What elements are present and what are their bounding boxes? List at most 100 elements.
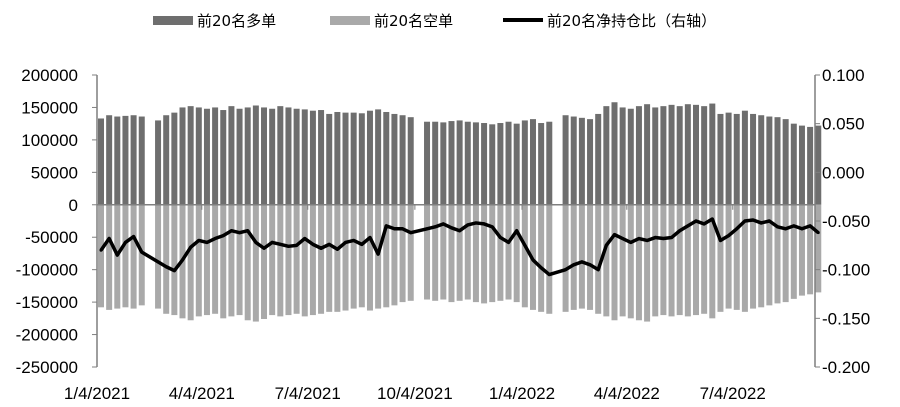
long-bar	[611, 102, 618, 205]
long-bar	[758, 115, 765, 205]
long-bar	[798, 125, 805, 205]
short-bar	[676, 204, 683, 316]
short-bar	[815, 204, 822, 293]
ratio-point	[262, 246, 266, 250]
short-bar	[807, 204, 814, 295]
long-bar	[407, 117, 414, 205]
ratio-point	[156, 260, 160, 264]
short-bar	[171, 204, 178, 316]
ratio-point	[376, 252, 380, 256]
ratio-point	[189, 245, 193, 249]
ratio-point	[515, 229, 519, 233]
legend-item-ratio: 前20名净持仓比（右轴）	[503, 8, 716, 32]
short-bar	[383, 204, 390, 308]
long-bar	[701, 106, 708, 205]
ratio-point	[767, 219, 771, 223]
ratio-point	[140, 250, 144, 254]
ratio-point	[808, 224, 812, 228]
short-bar	[774, 204, 781, 304]
ratio-point	[425, 227, 429, 231]
ratio-point	[678, 229, 682, 233]
ratio-point	[384, 224, 388, 228]
short-bar	[481, 204, 488, 304]
long-bar	[570, 116, 577, 205]
long-bar	[481, 123, 488, 205]
short-bar	[635, 204, 642, 321]
ratio-point	[238, 231, 242, 235]
x-tick-label: 7/4/2022	[700, 384, 766, 403]
ratio-point	[710, 217, 714, 221]
long-bar	[212, 107, 219, 205]
ratio-point	[547, 273, 551, 277]
short-bar	[505, 204, 512, 300]
short-bar	[448, 204, 455, 303]
short-bar	[285, 204, 292, 316]
ratio-point	[303, 237, 307, 241]
ratio-point	[107, 237, 111, 241]
ratio-point	[319, 246, 323, 250]
long-bar	[334, 111, 341, 205]
right-tick-label: 0.000	[822, 163, 865, 182]
ratio-point	[629, 240, 633, 244]
ratio-point	[694, 219, 698, 223]
long-bar	[350, 112, 357, 205]
short-bar	[342, 204, 349, 311]
short-bar	[464, 204, 471, 300]
short-bar	[407, 204, 414, 301]
right-tick-label: -0.150	[822, 309, 870, 328]
long-bar	[497, 123, 504, 205]
ratio-point	[409, 231, 413, 235]
long-bar	[489, 124, 496, 205]
ratio-point	[181, 258, 185, 262]
ratio-point	[661, 237, 665, 241]
long-bar	[244, 107, 251, 205]
long-bar	[717, 113, 724, 205]
ratio-point	[99, 248, 103, 252]
ratio-point	[539, 266, 543, 270]
left-tick-label: 200000	[21, 66, 78, 85]
short-bar	[693, 204, 699, 316]
ratio-point	[792, 224, 796, 228]
long-bar	[98, 118, 104, 205]
short-bar	[130, 204, 137, 309]
x-tick-label: 7/4/2021	[275, 384, 341, 403]
short-bar	[424, 204, 431, 300]
ratio-point	[531, 258, 535, 262]
short-bar	[220, 204, 227, 319]
ratio-point	[205, 240, 209, 244]
left-tick-label: -250000	[16, 358, 78, 377]
ratio-point	[653, 236, 657, 240]
long-bar	[603, 106, 610, 205]
ratio-point	[286, 244, 290, 248]
short-bar	[244, 204, 251, 321]
x-tick-label: 10/4/2021	[377, 384, 453, 403]
right-tick-label: -0.200	[822, 358, 870, 377]
long-bar	[187, 106, 194, 205]
ratio-point	[270, 240, 274, 244]
short-bar	[155, 204, 162, 309]
left-tick-label: -200000	[16, 326, 78, 345]
ratio-point	[482, 222, 486, 226]
ratio-point	[474, 221, 478, 225]
long-bar	[106, 115, 113, 205]
short-bar	[652, 204, 659, 317]
ratio-point	[612, 233, 616, 237]
long-bar	[277, 106, 284, 205]
short-bar	[546, 204, 553, 314]
short-bar	[587, 204, 594, 310]
long-bar	[383, 111, 390, 205]
ratio-point	[344, 240, 348, 244]
short-bar	[350, 204, 357, 309]
ratio-point	[254, 240, 258, 244]
long-bar	[375, 109, 382, 205]
long-bar	[130, 115, 137, 205]
short-bar	[293, 204, 300, 314]
ratio-point	[800, 227, 804, 231]
short-bar	[684, 204, 691, 317]
legend-label-long: 前20名多单	[197, 11, 277, 30]
long-bar	[252, 105, 259, 205]
ratio-point	[123, 240, 127, 244]
ratio-point	[596, 268, 600, 272]
short-bar	[375, 204, 382, 309]
long-bar	[538, 123, 545, 205]
